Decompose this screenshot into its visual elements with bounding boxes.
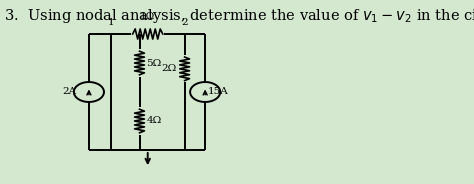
Text: 3.  Using nodal analysis, determine the value of $v_1 - v_2$ in the circuit belo: 3. Using nodal analysis, determine the v… [4,7,474,25]
Text: 5Ω: 5Ω [146,59,162,68]
Text: 2: 2 [182,18,188,27]
Text: 2A: 2A [63,88,77,96]
Text: 1: 1 [108,18,114,27]
Text: 4Ω: 4Ω [146,116,162,125]
Text: 15A: 15A [208,88,228,96]
Text: 1Ω: 1Ω [140,12,155,21]
Text: 2Ω: 2Ω [161,64,176,73]
